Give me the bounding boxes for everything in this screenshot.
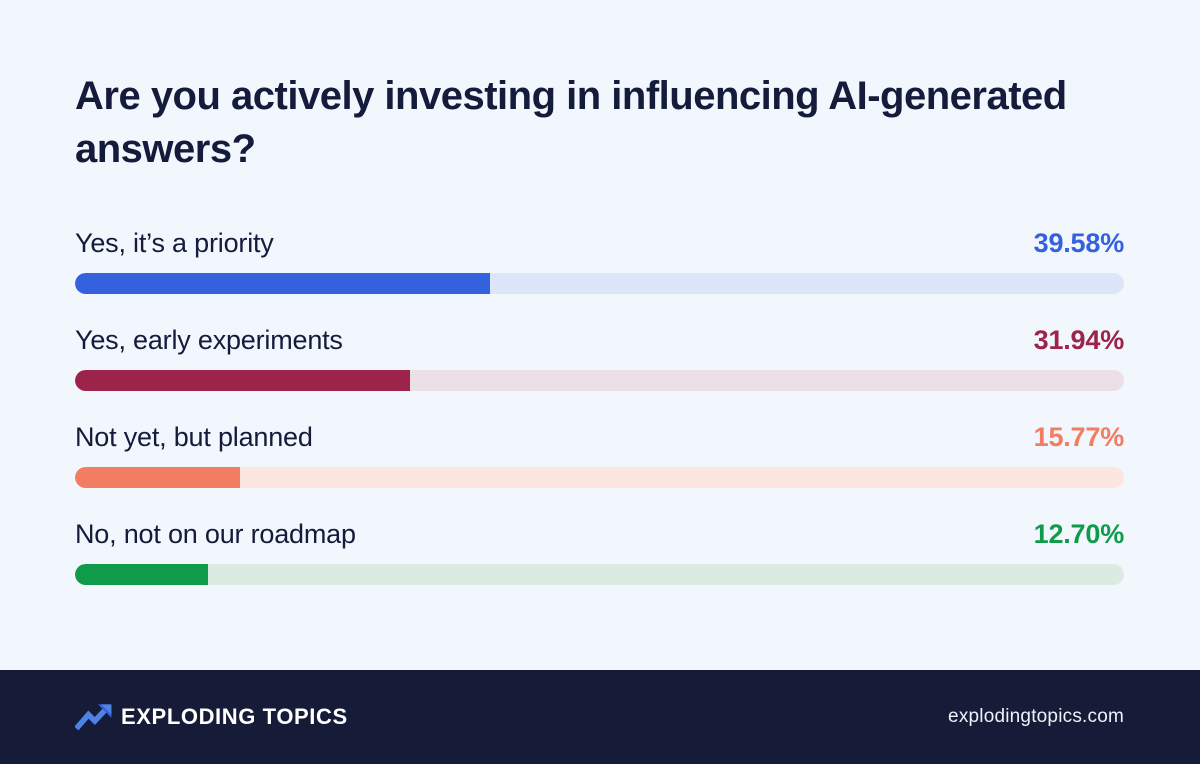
chart-area: Are you actively investing in influencin… (75, 74, 1124, 585)
footer: EXPLODING TOPICS explodingtopics.com (0, 670, 1200, 764)
progress-track (75, 466, 1124, 488)
progress-fill (75, 563, 209, 585)
progress-track (75, 369, 1124, 391)
option-label: No, not on our roadmap (75, 518, 356, 549)
survey-option-row: Not yet, but planned 15.77% (75, 422, 1124, 488)
progress-fill (75, 272, 491, 294)
survey-option-row: No, not on our roadmap 12.70% (75, 519, 1124, 585)
option-value: 12.70% (1033, 518, 1125, 549)
progress-track (75, 563, 1124, 585)
option-label: Yes, early experiments (75, 324, 343, 355)
bar-chart: Yes, it’s a priority 39.58% Yes, early e… (75, 228, 1124, 585)
option-label: Yes, it’s a priority (75, 227, 274, 258)
survey-option-row: Yes, it’s a priority 39.58% (75, 228, 1124, 294)
brand-name: EXPLODING TOPICS (121, 704, 348, 729)
footer-website: explodingtopics.com (948, 706, 1124, 727)
progress-track (75, 272, 1124, 294)
survey-option-row: Yes, early experiments 31.94% (75, 325, 1124, 391)
option-value: 31.94% (1033, 324, 1125, 355)
progress-fill (75, 466, 241, 488)
option-value: 39.58% (1033, 227, 1125, 258)
progress-fill (75, 369, 411, 391)
brand-logo: EXPLODING TOPICS (75, 701, 348, 733)
page-title: Are you actively investing in influencin… (75, 74, 1067, 171)
option-label: Not yet, but planned (75, 421, 313, 452)
trending-up-arrow-icon (75, 704, 112, 731)
option-value: 15.77% (1033, 421, 1125, 452)
